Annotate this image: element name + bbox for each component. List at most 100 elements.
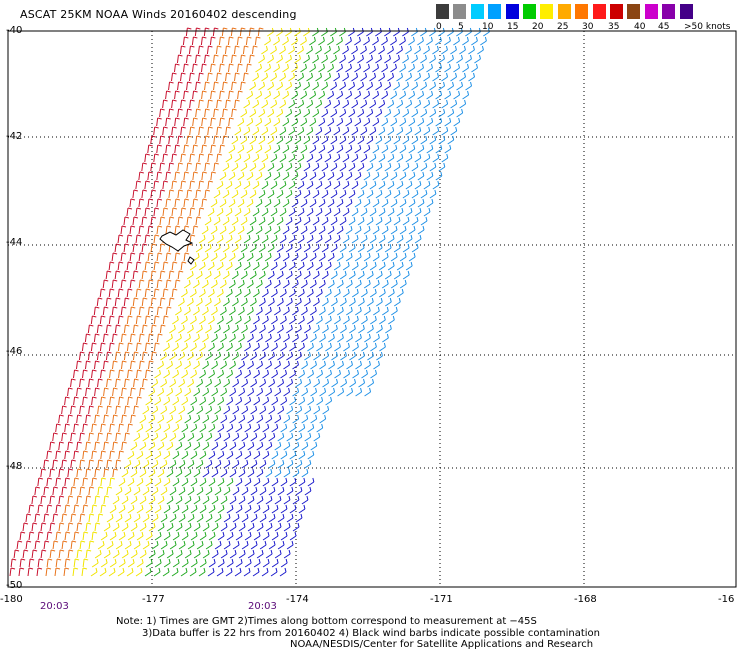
wind-barb xyxy=(85,441,91,451)
wind-barb xyxy=(354,117,362,127)
wind-barb xyxy=(366,162,374,172)
wind-barb xyxy=(280,342,287,352)
wind-barb xyxy=(205,351,212,361)
wind-barb xyxy=(339,81,347,91)
wind-barb xyxy=(126,207,133,217)
wind-barb xyxy=(240,297,248,307)
wind-barb xyxy=(133,513,141,523)
wind-barb xyxy=(411,108,419,118)
wind-barb xyxy=(254,36,261,46)
wind-barb xyxy=(459,72,466,82)
wind-barb xyxy=(99,342,106,352)
wind-barb xyxy=(217,531,225,541)
wind-barb xyxy=(147,144,153,154)
wind-barb xyxy=(165,252,172,262)
wind-barb xyxy=(172,423,180,433)
wind-barb xyxy=(252,72,259,82)
wind-barb xyxy=(181,396,189,406)
wind-barb xyxy=(327,225,335,235)
wind-barb xyxy=(345,252,353,262)
wind-barb xyxy=(207,567,215,577)
wind-barb xyxy=(211,414,219,424)
wind-barb xyxy=(115,405,121,415)
wind-barb xyxy=(120,333,127,343)
wind-barb xyxy=(268,432,276,442)
wind-barb xyxy=(249,81,257,91)
wind-barb xyxy=(196,459,204,469)
wind-barb xyxy=(61,405,67,415)
wind-barb xyxy=(126,342,133,352)
wind-barb xyxy=(291,117,299,127)
wind-barb xyxy=(304,351,311,361)
wind-barb xyxy=(288,153,296,163)
wind-barb xyxy=(214,378,222,388)
wind-barb xyxy=(96,297,103,307)
wind-barb xyxy=(258,54,265,64)
wind-barb xyxy=(180,99,186,109)
wind-barb xyxy=(241,378,249,388)
wind-barb xyxy=(154,531,162,541)
wind-barb xyxy=(216,567,224,577)
wind-barb xyxy=(172,342,179,352)
legend-tick-label: 45 xyxy=(658,22,670,32)
wind-barb xyxy=(357,162,365,172)
wind-barb xyxy=(279,234,287,244)
wind-barb xyxy=(183,279,191,289)
wind-barb xyxy=(248,54,255,64)
wind-barb xyxy=(222,216,230,226)
wind-barb xyxy=(173,63,180,73)
wind-barb xyxy=(129,198,136,208)
wind-barb xyxy=(285,27,292,37)
wind-barb xyxy=(327,198,335,208)
wind-barb xyxy=(444,117,452,127)
wind-barb xyxy=(216,72,222,82)
wind-barb xyxy=(429,27,436,37)
wind-barb xyxy=(148,441,156,451)
legend-tick-label: 5 xyxy=(458,22,464,32)
wind-barb xyxy=(252,99,260,109)
wind-barb xyxy=(265,549,273,559)
wind-barb xyxy=(330,216,338,226)
wind-barb xyxy=(160,432,168,442)
wind-barb xyxy=(139,522,147,532)
wind-barb xyxy=(28,531,35,541)
wind-barb xyxy=(276,270,284,280)
wind-barb xyxy=(249,162,257,172)
wind-barb xyxy=(199,396,207,406)
wind-barb xyxy=(79,405,85,415)
wind-barb xyxy=(282,225,290,235)
wind-barbs xyxy=(9,27,490,577)
wind-barb xyxy=(64,477,70,487)
wind-barb xyxy=(372,252,380,262)
wind-barb xyxy=(208,396,216,406)
wind-barb xyxy=(217,342,224,352)
wind-barb xyxy=(342,261,350,271)
wind-barb xyxy=(241,351,248,361)
wind-barb xyxy=(205,432,213,442)
wind-barb xyxy=(157,360,164,370)
wind-barb xyxy=(190,423,198,433)
wind-barb xyxy=(264,225,272,235)
wind-barb xyxy=(85,414,91,424)
wind-barb xyxy=(196,405,204,415)
wind-barb xyxy=(209,36,216,46)
wind-barb xyxy=(373,306,380,316)
wind-barb xyxy=(258,216,266,226)
wind-barb xyxy=(297,45,304,55)
wind-barb xyxy=(123,270,130,280)
wind-barb xyxy=(342,99,350,109)
wind-barb xyxy=(123,324,130,334)
wind-barb xyxy=(192,144,198,154)
legend-swatch xyxy=(436,4,449,19)
wind-barb xyxy=(132,216,139,226)
wind-barb xyxy=(64,504,71,514)
wind-barb xyxy=(163,396,171,406)
wind-barb xyxy=(168,162,174,172)
wind-barb xyxy=(358,324,365,334)
wind-barb xyxy=(279,153,287,163)
wind-barb xyxy=(286,486,294,496)
wind-barb xyxy=(52,432,58,442)
wind-barb xyxy=(363,279,371,289)
wind-barb xyxy=(70,459,76,469)
wind-barb xyxy=(31,549,38,559)
